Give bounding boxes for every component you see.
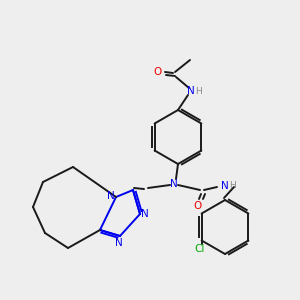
Text: N: N [115,238,123,248]
Text: O: O [193,201,201,211]
Text: N: N [187,86,195,96]
Text: N: N [107,191,115,201]
Text: N: N [141,209,149,219]
Text: O: O [154,67,162,77]
Text: Cl: Cl [194,244,205,254]
Text: H: H [230,182,236,190]
Text: H: H [196,86,202,95]
Text: N: N [221,181,229,191]
Text: N: N [170,179,178,189]
